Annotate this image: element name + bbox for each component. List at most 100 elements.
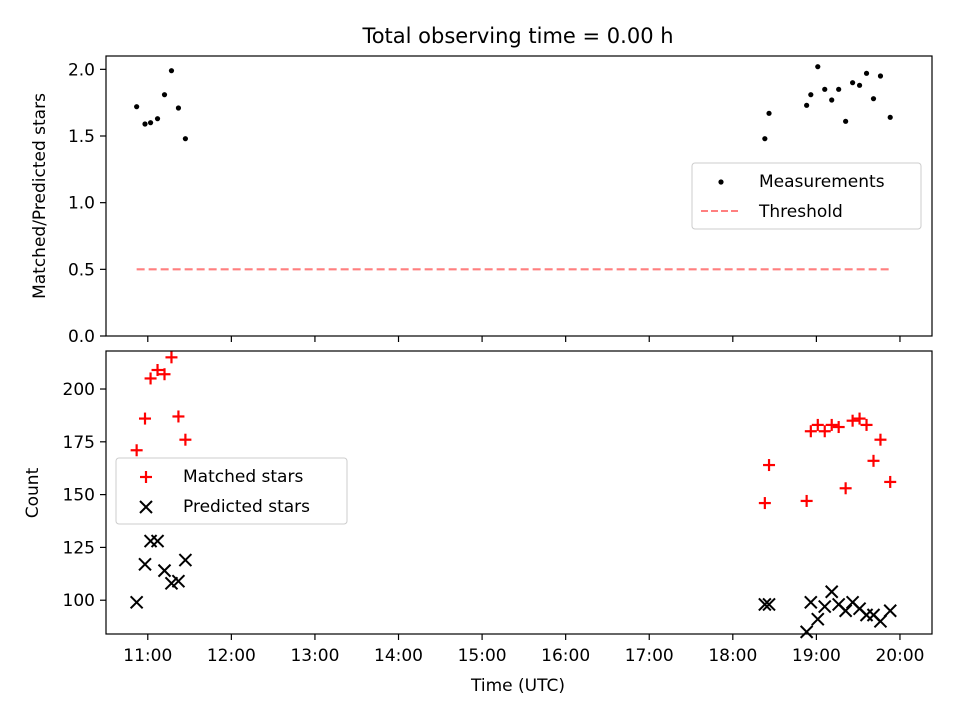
matched-star-point <box>804 425 817 438</box>
top-y-axis-label: Matched/Predicted stars <box>30 93 50 299</box>
x-tick-label: 17:00 <box>625 646 674 666</box>
matched-star-point <box>139 412 152 425</box>
matched-star-point <box>818 425 831 438</box>
predicted-star-point <box>171 574 186 588</box>
x-tick-label: 14:00 <box>374 646 423 666</box>
x-tick-label: 19:00 <box>792 646 841 666</box>
measurement-point <box>836 86 842 92</box>
matched-star-point <box>144 372 157 385</box>
measurement-point <box>843 118 849 124</box>
matched-star-point <box>172 410 185 423</box>
matched-star-point <box>758 497 771 510</box>
matched-star-point <box>846 414 859 427</box>
top-axes-frame <box>105 55 933 337</box>
top-y-tick-label: 0.5 <box>68 260 95 280</box>
predicted-star-point <box>157 563 172 578</box>
matched-star-point <box>165 351 178 364</box>
predicted-star-point <box>799 625 814 639</box>
bottom-y-tick-label: 175 <box>63 433 95 453</box>
legend-matched-label: Matched stars <box>183 467 303 487</box>
measurement-point <box>808 92 814 98</box>
predicted-star-point <box>804 595 818 610</box>
matched-star-point <box>179 433 192 446</box>
bottom-axes-frame <box>105 350 933 635</box>
bottom-legend-box <box>115 457 348 525</box>
x-axis-label: Time (UTC) <box>470 676 565 696</box>
top-legend-box <box>691 162 922 230</box>
measurement-point <box>815 64 821 70</box>
measurement-point <box>168 68 175 74</box>
measurement-point <box>161 92 168 98</box>
predicted-star-point <box>883 604 897 618</box>
measurement-point <box>887 114 893 120</box>
bottom-panel: 100 125 150 175 200 11:00 12:00 13:00 14:00 15:0… <box>23 350 933 696</box>
predicted-star-point <box>150 534 165 548</box>
legend-matched-marker <box>140 471 152 483</box>
measurement-point <box>762 136 768 142</box>
measurement-point <box>850 80 856 86</box>
x-tick-label: 13:00 <box>290 646 339 666</box>
x-tick-label: 11:00 <box>123 646 172 666</box>
matched-star-point <box>151 364 164 377</box>
matched-star-point <box>867 454 880 467</box>
x-tick-label: 18:00 <box>708 646 757 666</box>
bottom-y-ticks: 100 125 150 175 200 <box>63 380 106 611</box>
matched-star-point <box>811 418 824 431</box>
matched-star-point <box>839 482 852 495</box>
measurement-point <box>863 70 870 76</box>
predicted-star-point <box>818 599 832 614</box>
top-plot-marks <box>134 64 893 271</box>
matched-star-point <box>884 475 897 488</box>
legend-predicted-marker <box>139 500 153 514</box>
measurement-point <box>877 73 884 79</box>
bottom-x-ticks: 11:00 12:00 13:00 14:00 15:00 16:00 17:00 18:00… <box>123 634 924 666</box>
matched-star-point <box>874 433 887 446</box>
predicted-star-point <box>129 595 144 610</box>
top-y-tick-label: 0.0 <box>68 327 95 347</box>
bottom-y-tick-label: 100 <box>63 591 95 611</box>
x-tick-label: 12:00 <box>207 646 256 666</box>
matched-star-point <box>158 368 171 381</box>
top-y-tick-label: 1.5 <box>68 127 95 147</box>
predicted-star-point <box>138 557 152 572</box>
x-tick-label: 16:00 <box>541 646 590 666</box>
matched-star-point <box>800 494 813 507</box>
bottom-y-tick-label: 200 <box>63 380 95 400</box>
top-y-tick-label: 2.0 <box>68 60 95 80</box>
bottom-legend: Matched stars Predicted stars <box>115 457 348 525</box>
top-y-tick-label: 1.0 <box>68 194 95 214</box>
measurement-point <box>147 120 154 126</box>
x-tick-label: 20:00 <box>875 646 924 666</box>
bottom-y-tick-label: 150 <box>63 486 95 506</box>
matched-star-point <box>832 421 845 434</box>
x-tick-label: 15:00 <box>458 646 507 666</box>
measurement-point <box>182 136 188 142</box>
predicted-star-point <box>825 585 839 599</box>
measurement-point <box>804 102 810 108</box>
predicted-star-point <box>811 612 825 626</box>
legend-predicted-label: Predicted stars <box>183 497 310 517</box>
measurement-point <box>175 105 182 111</box>
measurement-point <box>766 110 772 116</box>
top-x-ticks <box>147 336 901 342</box>
measurement-point <box>154 116 161 122</box>
measurement-point <box>870 96 877 102</box>
legend-threshold-label: Threshold <box>758 202 843 222</box>
legend-measurements-label: Measurements <box>759 172 885 192</box>
top-panel: 0.00.51.01.52.0 Matched/Predicted stars … <box>30 55 933 347</box>
bottom-y-axis-label: Count <box>23 467 43 518</box>
predicted-star-point <box>762 597 776 612</box>
predicted-star-point <box>143 534 158 548</box>
bottom-y-tick-label: 125 <box>63 538 95 558</box>
top-legend: Measurements Threshold <box>691 162 922 230</box>
matched-star-point <box>860 418 873 431</box>
measurement-point <box>829 97 835 103</box>
predicted-star-point <box>873 614 888 629</box>
matched-star-point <box>763 459 776 472</box>
top-y-ticks: 0.0 0.5 1.0 1.5 2.0 <box>68 60 106 347</box>
predicted-star-point <box>178 553 193 567</box>
chart-title: Total observing time = 0.00 h <box>361 24 673 48</box>
matched-star-point <box>130 444 143 457</box>
measurement-point <box>142 121 148 127</box>
